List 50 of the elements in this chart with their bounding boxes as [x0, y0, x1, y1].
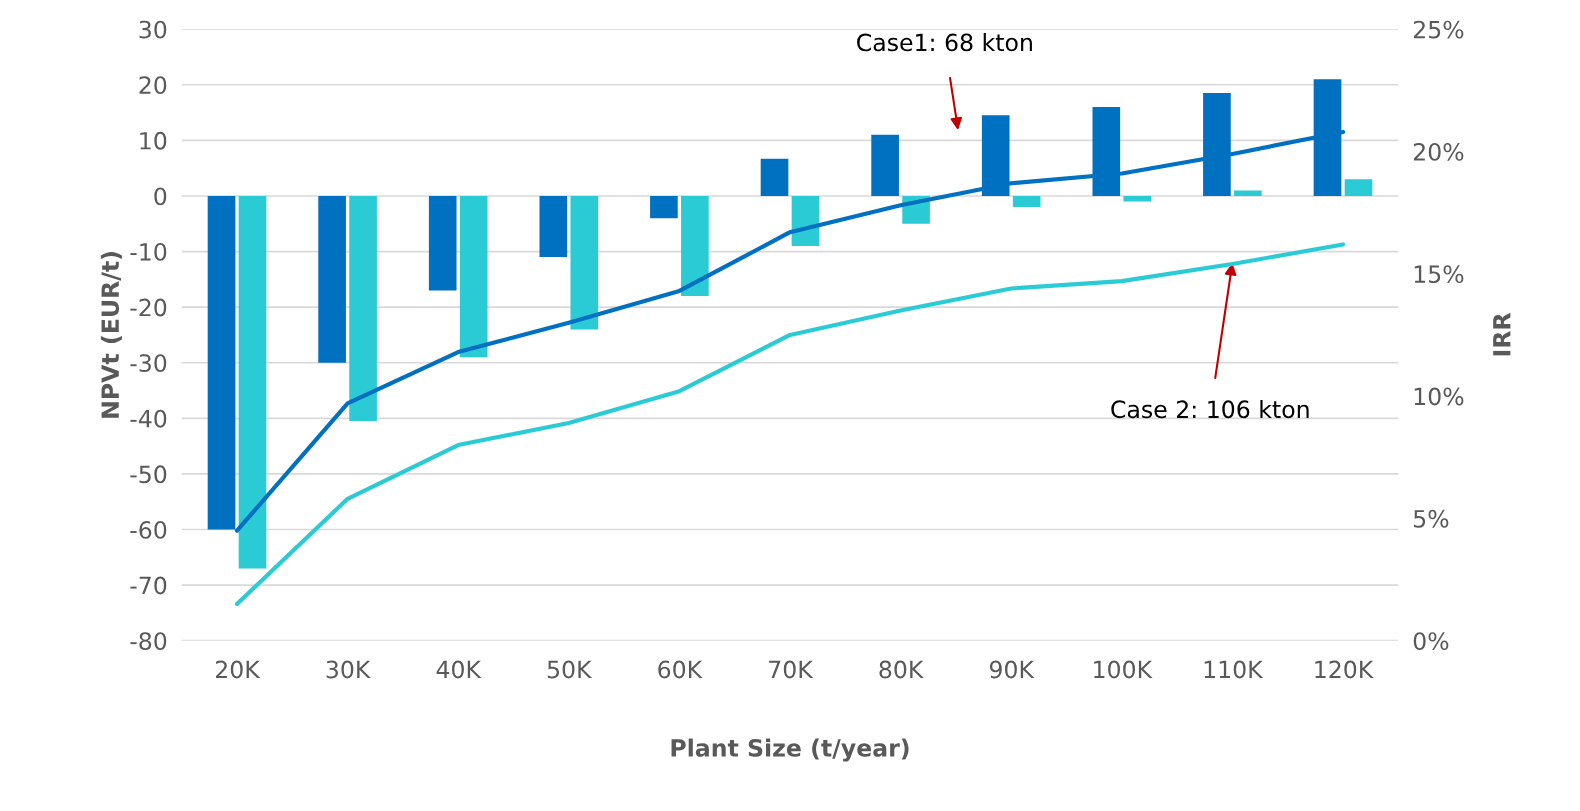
y-tick-label: -70 — [130, 576, 167, 595]
bar — [459, 195, 488, 358]
bar — [760, 158, 789, 196]
x-tick-label: 110K — [1204, 660, 1264, 679]
y2-tick-label: 20% — [1413, 142, 1464, 161]
y2-tick-label: 0% — [1413, 632, 1449, 650]
y2-tick-label: 25% — [1413, 20, 1464, 39]
bar — [1344, 179, 1373, 196]
y-axis-title: NPVt (EUR/t) — [100, 252, 122, 418]
annotation: Case 2: 106 kton — [1111, 399, 1309, 419]
x-tick-label: 120K — [1315, 660, 1374, 679]
y2-axis-title: IRR — [1493, 312, 1511, 356]
bar — [871, 134, 899, 196]
bar — [1012, 195, 1041, 208]
line-series — [234, 242, 1346, 607]
x-tick-label: 30K — [326, 660, 371, 679]
x-tick-label: 40K — [436, 660, 482, 679]
bar — [1234, 190, 1262, 196]
bar — [539, 195, 568, 258]
y-tick-label: -60 — [130, 520, 167, 539]
y-tick-label: -40 — [130, 409, 167, 428]
y2-tick-label: 5% — [1414, 509, 1449, 528]
y-tick-label: 30 — [139, 20, 167, 39]
y2-tick-label: 10% — [1414, 387, 1464, 406]
x-tick-label: 20K — [215, 660, 261, 679]
x-tick-label: 70K — [769, 660, 814, 679]
y-tick-label: 20 — [139, 76, 167, 95]
y-tick-label: 10 — [140, 131, 167, 150]
y-tick-label: 0 — [154, 187, 167, 206]
bar — [318, 195, 346, 363]
x-tick-label: 80K — [879, 660, 924, 679]
bar — [349, 195, 377, 422]
bar — [1123, 195, 1152, 202]
bar — [650, 195, 678, 219]
y-tick-label: -80 — [130, 632, 167, 650]
bar — [681, 195, 709, 297]
x-tick-label: 100K — [1094, 660, 1153, 679]
x-tick-label: 90K — [989, 660, 1035, 679]
y-tick-label: -30 — [130, 354, 167, 373]
bar — [428, 195, 457, 291]
x-axis-title: Plant Size (t/year) — [671, 738, 909, 762]
x-tick-label: 50K — [547, 660, 593, 679]
y2-tick-label: 15% — [1414, 265, 1464, 284]
bar — [238, 195, 267, 569]
y-tick-label: -50 — [130, 465, 167, 484]
bar — [570, 195, 599, 330]
y-tick-label: -10 — [130, 243, 167, 261]
y-tick-label: -20 — [130, 298, 167, 317]
x-tick-label: 60K — [658, 660, 703, 679]
annotation: Case1: 68 kton — [857, 33, 1032, 52]
